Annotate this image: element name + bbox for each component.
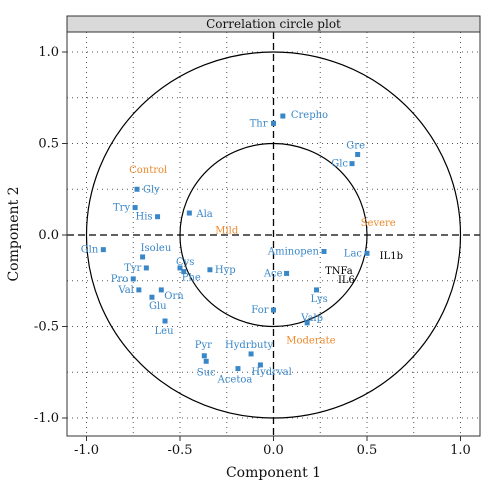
- x-tick-label: -1.0: [74, 443, 99, 458]
- metabolite-label: Acetoa: [217, 375, 253, 386]
- metabolite-point: [271, 307, 276, 313]
- metabolite-point: [280, 113, 286, 119]
- metabolite-point: [257, 362, 263, 368]
- metabolite-label: Suc: [197, 367, 216, 378]
- metabolite-point: [314, 287, 320, 293]
- metabolite-point: [349, 161, 355, 167]
- metabolite-point: [271, 120, 276, 126]
- cytokine-label: IL6: [338, 275, 355, 286]
- metabolite-label: Hydrbuty: [225, 340, 273, 351]
- metabolite-point: [140, 254, 146, 260]
- y-tick-label: 1.0: [38, 45, 59, 60]
- metabolite-point: [177, 265, 183, 271]
- metabolite-point: [207, 267, 213, 273]
- metabolite-point: [158, 287, 164, 293]
- metabolite-point: [248, 351, 254, 357]
- group-label: Mild: [215, 226, 239, 237]
- chart-title: Correlation circle plot: [206, 17, 341, 31]
- metabolite-point: [181, 269, 187, 275]
- metabolite-label: Glc: [331, 159, 348, 170]
- metabolite-point: [155, 214, 161, 220]
- metabolite-label: Lys: [311, 294, 328, 305]
- group-label: Severe: [361, 218, 396, 229]
- x-tick-label: 0.0: [263, 443, 284, 458]
- metabolite-label: His: [135, 212, 152, 223]
- metabolite-point: [162, 318, 168, 324]
- metabolite-label: Glu: [149, 301, 167, 312]
- title-strip-box: [66, 15, 481, 33]
- x-tick-label: 1.0: [450, 443, 471, 458]
- x-axis-ticks: -1.0 -0.5 0.0 0.5 1.0: [74, 436, 471, 458]
- cytokine-label: TNFa: [325, 266, 353, 277]
- x-tick-label: 0.5: [357, 443, 378, 458]
- metabolite-point: [201, 353, 207, 359]
- group-label: Control: [129, 165, 167, 176]
- y-axis-ticks: -1.0 -0.5 0.0 0.5 1.0: [34, 45, 67, 426]
- metabolite-point: [235, 366, 241, 372]
- metabolite-point: [203, 358, 209, 364]
- metabolite-label: Try: [113, 203, 130, 214]
- metabolite-point: [284, 270, 290, 276]
- metabolite-label: Thr: [250, 118, 268, 129]
- metabolite-point: [321, 248, 327, 254]
- metabolite-label: Phe: [182, 273, 201, 284]
- metabolite-point: [304, 320, 310, 326]
- metabolite-point: [132, 205, 138, 211]
- metabolite-points: [100, 113, 370, 372]
- metabolite-label: Ala: [195, 209, 212, 220]
- metabolite-label: For: [251, 305, 268, 316]
- zero-lines: [67, 32, 480, 436]
- metabolite-point: [364, 250, 370, 256]
- metabolite-label: Tyr: [124, 263, 141, 274]
- x-axis-title: Component 1: [226, 465, 321, 481]
- metabolite-label: Val: [117, 285, 133, 296]
- metabolite-label: Ace: [263, 268, 283, 279]
- metabolite-label: Hydrval: [251, 367, 291, 378]
- metabolite-label: Pro: [111, 274, 129, 285]
- metabolite-label: Lac: [344, 248, 363, 259]
- metabolite-label: Valp: [300, 313, 323, 324]
- metabolite-label: Gly: [143, 184, 160, 195]
- metabolite-label: Isoleu: [141, 243, 172, 254]
- y-tick-label: 0.0: [38, 228, 59, 243]
- y-tick-label: -0.5: [34, 320, 59, 335]
- metabolite-label: Gln: [81, 245, 99, 256]
- cytokine-label: IL1b: [380, 251, 403, 262]
- metabolite-point: [355, 151, 361, 157]
- metabolite-label: Pyr: [195, 340, 212, 351]
- metabolite-label: Cys: [176, 257, 194, 268]
- metabolite-label: Orn: [164, 291, 184, 302]
- metabolite-point: [100, 247, 106, 253]
- metabolite-point: [186, 210, 192, 216]
- metabolite-label: Gre: [346, 140, 365, 151]
- metabolite-point: [149, 294, 155, 300]
- y-axis-title: Component 2: [6, 186, 22, 281]
- x-tick-label: -0.5: [167, 443, 192, 458]
- group-label: Moderate: [286, 335, 335, 346]
- metabolite-label: Aminopen: [267, 246, 320, 257]
- metabolite-point: [134, 186, 140, 192]
- metabolite-point: [130, 276, 136, 282]
- y-tick-label: 0.5: [38, 137, 59, 152]
- y-tick-label: -1.0: [34, 411, 59, 426]
- metabolite-label: Crepho: [291, 110, 328, 121]
- metabolite-label: Hyp: [215, 265, 236, 276]
- title-strip: Correlation circle plot: [66, 15, 481, 33]
- metabolite-label: Leu: [155, 326, 175, 337]
- metabolite-point: [136, 287, 142, 293]
- metabolite-point: [143, 265, 149, 271]
